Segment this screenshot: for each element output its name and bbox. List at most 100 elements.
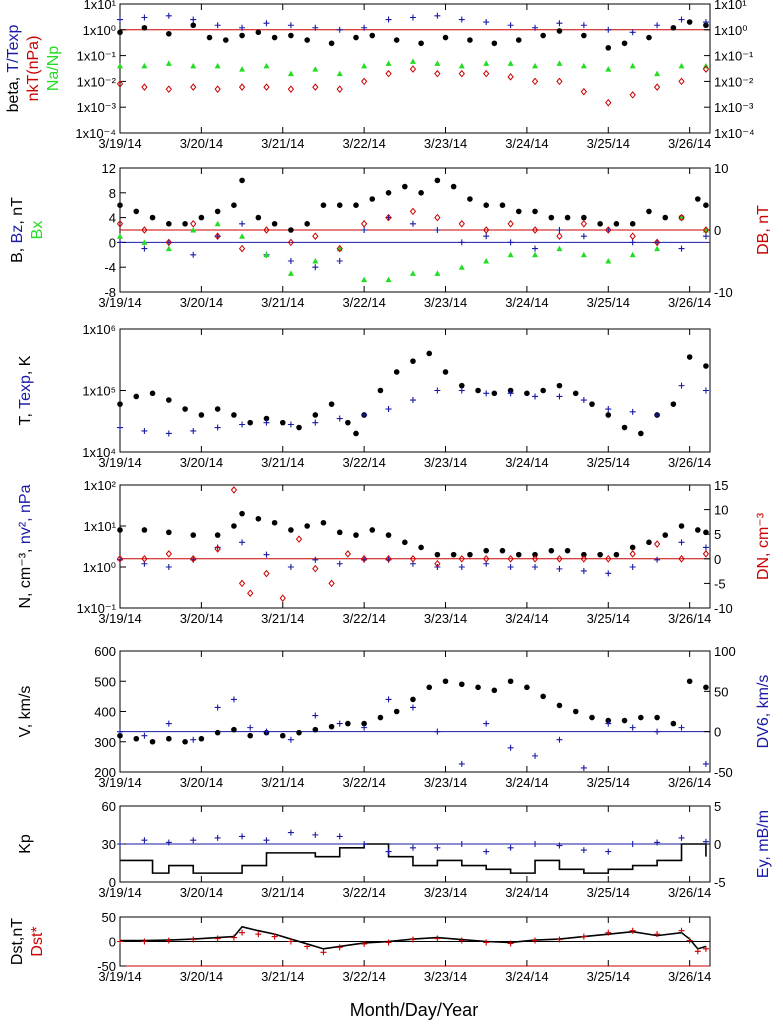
y-tick-label: 500 bbox=[94, 674, 116, 689]
data-point-dot bbox=[239, 510, 245, 517]
data-point-diamond bbox=[279, 594, 286, 602]
data-point-dot bbox=[393, 708, 400, 715]
data-point-dot bbox=[646, 208, 652, 215]
y-tick-label: 1x10⁻¹ bbox=[77, 601, 117, 616]
y-tick-label: 30 bbox=[102, 837, 116, 852]
y-tick-label-right: 15 bbox=[714, 478, 728, 493]
data-point-plus bbox=[239, 539, 246, 546]
data-point-plus bbox=[629, 239, 636, 246]
data-point-plus bbox=[141, 732, 148, 739]
y-axis-label-right-part: DN, cm⁻³ bbox=[755, 512, 772, 580]
data-point-plus bbox=[190, 16, 197, 23]
y-tick-label-right: -50 bbox=[714, 765, 733, 780]
data-point-dot bbox=[133, 393, 140, 400]
data-point-plus bbox=[678, 724, 685, 731]
data-point-plus bbox=[532, 24, 539, 31]
data-point-diamond bbox=[483, 555, 490, 563]
data-point-dot bbox=[467, 196, 473, 202]
data-point-dot bbox=[589, 714, 595, 721]
x-tick-label: 3/23/14 bbox=[424, 136, 467, 151]
data-point-diamond bbox=[556, 232, 563, 240]
data-point-plus bbox=[263, 551, 270, 558]
y-tick-label: 1x10⁻³ bbox=[77, 100, 117, 115]
data-point-plus bbox=[532, 245, 539, 252]
data-point-dot bbox=[279, 732, 286, 739]
y-axis-label-secondary: nkT(nPa) bbox=[25, 36, 42, 102]
data-point-plus bbox=[605, 848, 612, 855]
data-point-dot bbox=[450, 183, 457, 190]
data-point-dot bbox=[271, 34, 278, 41]
data-point-plus bbox=[190, 936, 197, 943]
data-point-triangle bbox=[532, 62, 539, 69]
data-point-plus bbox=[304, 943, 311, 950]
data-point-dot bbox=[499, 547, 506, 554]
data-point-dot bbox=[629, 544, 636, 551]
x-tick-label: 3/22/14 bbox=[342, 295, 385, 310]
data-point-plus bbox=[409, 936, 416, 943]
data-point-triangle bbox=[556, 245, 563, 252]
data-point-triangle bbox=[263, 62, 270, 69]
x-tick-label: 3/26/14 bbox=[668, 775, 711, 790]
data-point-plus bbox=[483, 720, 490, 727]
data-point-plus bbox=[117, 424, 123, 431]
x-tick-label: 3/25/14 bbox=[587, 611, 630, 626]
data-point-dot bbox=[540, 693, 546, 700]
y-axis-label-secondary-part: nkT(nPa) bbox=[25, 36, 42, 102]
data-point-dot bbox=[385, 532, 392, 538]
data-point-dot bbox=[296, 729, 302, 736]
series-green bbox=[117, 58, 709, 77]
y-tick-label: 12 bbox=[102, 161, 116, 176]
data-point-dot bbox=[271, 221, 278, 227]
data-point-plus bbox=[361, 24, 368, 31]
data-point-plus bbox=[556, 936, 563, 943]
x-tick-label: 3/23/14 bbox=[424, 611, 467, 626]
series-red bbox=[117, 927, 709, 956]
data-point-diamond bbox=[238, 83, 246, 91]
data-point-triangle bbox=[141, 239, 148, 245]
x-tick-label: 3/22/14 bbox=[342, 455, 385, 470]
data-point-dot bbox=[442, 369, 449, 375]
data-point-plus bbox=[312, 24, 319, 31]
series-blue bbox=[117, 696, 709, 771]
data-point-dot bbox=[410, 358, 416, 364]
chart-panels: 3/19/14 3/20/14 3/21/14 3/22/14 3/23/14 3/24/… bbox=[5, 0, 772, 984]
data-point-plus bbox=[361, 227, 368, 233]
data-point-dot bbox=[694, 527, 701, 533]
data-point-dot bbox=[670, 401, 677, 407]
data-point-triangle bbox=[507, 251, 514, 258]
series-blue bbox=[117, 214, 709, 271]
data-point-diamond bbox=[165, 550, 172, 558]
x-tick-label: 3/19/14 bbox=[98, 136, 141, 151]
x-tick-label: 3/22/14 bbox=[342, 885, 385, 900]
data-point-diamond bbox=[385, 555, 392, 563]
data-point-dot bbox=[288, 227, 294, 233]
data-point-diamond bbox=[295, 535, 303, 543]
data-point-diamond bbox=[653, 83, 661, 91]
y-tick-label: 1x10² bbox=[83, 478, 116, 493]
data-point-plus bbox=[507, 22, 514, 29]
data-point-dot bbox=[149, 390, 156, 397]
data-point-triangle bbox=[385, 276, 392, 283]
data-point-dot bbox=[353, 430, 359, 437]
data-point-plus bbox=[507, 239, 514, 246]
data-point-plus bbox=[458, 564, 465, 570]
data-point-dot bbox=[613, 221, 620, 227]
data-point-triangle bbox=[654, 70, 661, 77]
data-point-dot bbox=[597, 221, 603, 227]
data-point-diamond bbox=[263, 569, 270, 578]
data-point-dot bbox=[393, 369, 400, 375]
data-point-plus bbox=[458, 760, 465, 767]
y-tick-label-right: 5 bbox=[714, 527, 721, 542]
data-point-plus bbox=[409, 220, 416, 227]
data-point-dot bbox=[166, 735, 172, 742]
y-tick-label-right: 0 bbox=[714, 552, 721, 567]
data-point-dot bbox=[654, 714, 660, 721]
data-point-plus bbox=[507, 744, 514, 751]
x-tick-label: 3/25/14 bbox=[587, 136, 630, 151]
data-point-plus bbox=[654, 931, 661, 938]
data-point-plus bbox=[629, 724, 636, 731]
panel-beta: 3/19/14 3/20/14 3/21/14 3/22/14 3/23/14 3/24/… bbox=[5, 0, 755, 151]
data-point-plus bbox=[287, 258, 294, 264]
data-point-dot bbox=[336, 202, 343, 208]
plot-frame bbox=[119, 484, 711, 609]
